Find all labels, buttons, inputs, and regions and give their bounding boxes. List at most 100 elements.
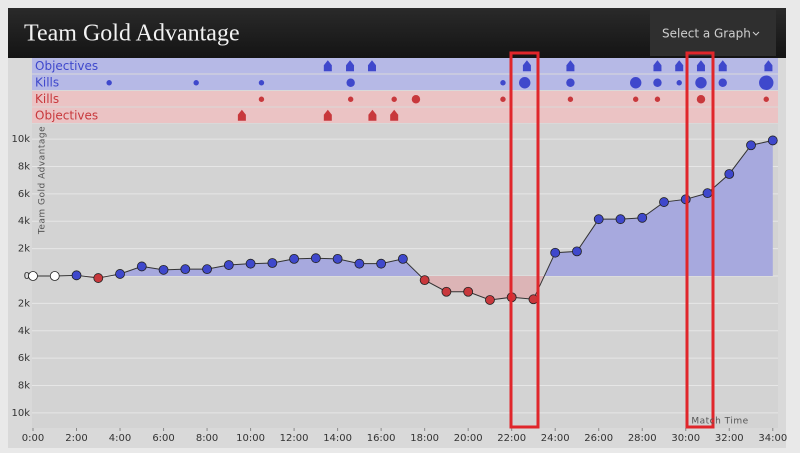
dropdown-chevron <box>752 31 760 36</box>
objective-icon <box>237 109 246 121</box>
data-point <box>463 286 474 297</box>
data-point <box>267 258 278 268</box>
objective-icon <box>323 109 332 121</box>
data-point <box>245 258 256 269</box>
objective-icon <box>390 109 399 121</box>
objective-icon <box>368 109 377 121</box>
objective-icon <box>346 60 355 72</box>
kill-marker <box>391 96 397 102</box>
data-point <box>376 258 387 269</box>
y-axis-label: Team Gold Advantage <box>38 126 48 235</box>
kill-marker <box>346 78 355 87</box>
event-row <box>32 74 778 90</box>
kill-marker <box>695 77 707 89</box>
y-tick-label: 10k <box>11 408 30 419</box>
kill-marker <box>566 78 575 87</box>
y-tick-label: 2k <box>18 298 30 309</box>
kill-marker <box>630 77 642 89</box>
kill-marker <box>653 78 662 87</box>
objective-icon <box>522 60 531 72</box>
x-tick-label: 30:00 <box>671 433 700 444</box>
y-tick-label: 2k <box>18 244 30 255</box>
x-tick-label: 14:00 <box>323 433 352 444</box>
kill-marker <box>759 75 774 90</box>
data-point <box>115 269 125 279</box>
kill-marker <box>654 96 661 102</box>
x-tick-label: 20:00 <box>454 433 483 444</box>
y-tick-label: 6k <box>18 353 30 364</box>
kill-marker <box>347 96 354 102</box>
x-tick-label: 6:00 <box>152 433 174 444</box>
x-tick-label: 0:00 <box>22 433 44 444</box>
dropdown-label[interactable]: Select a Graph <box>662 27 751 41</box>
data-point <box>615 214 626 225</box>
data-point <box>746 140 756 151</box>
y-tick-label: 8k <box>18 161 30 172</box>
kill-marker <box>106 80 112 86</box>
data-point <box>180 264 191 275</box>
event-row-label: Kills <box>35 75 59 89</box>
data-point <box>485 295 495 305</box>
event-row <box>32 107 778 123</box>
event-row <box>32 91 778 107</box>
data-point <box>223 260 234 270</box>
y-tick-label: 4k <box>18 326 30 337</box>
data-point <box>202 264 212 275</box>
x-axis-label: Match Time <box>691 417 748 427</box>
event-row-label: Kills <box>35 92 59 106</box>
event-row-label: Objectives <box>35 59 98 73</box>
data-point <box>158 264 169 275</box>
data-point <box>397 253 408 264</box>
data-point <box>289 253 299 264</box>
x-tick-label: 10:00 <box>236 433 265 444</box>
x-tick-label: 16:00 <box>367 433 396 444</box>
kill-marker <box>633 96 639 102</box>
area-positive <box>33 140 773 276</box>
kill-marker <box>500 96 506 102</box>
x-tick-label: 26:00 <box>584 433 613 444</box>
x-tick-label: 22:00 <box>497 433 526 444</box>
data-point <box>49 271 60 281</box>
x-tick-label: 18:00 <box>410 433 439 444</box>
kill-marker <box>676 80 682 86</box>
data-point <box>659 197 669 207</box>
kill-marker <box>696 95 706 104</box>
data-point <box>28 271 38 281</box>
data-point <box>71 270 82 281</box>
data-point <box>136 261 147 272</box>
x-tick-label: 28:00 <box>628 433 657 444</box>
x-tick-label: 8:00 <box>196 433 218 444</box>
objective-icon <box>675 60 684 72</box>
objective-icon <box>696 60 705 72</box>
x-tick-label: 12:00 <box>280 433 309 444</box>
objective-icon <box>653 60 662 72</box>
data-point <box>767 135 778 146</box>
kill-marker <box>763 96 769 102</box>
kill-marker <box>258 80 265 86</box>
data-point <box>93 273 104 283</box>
y-tick-label: 4k <box>18 216 30 227</box>
kill-marker <box>519 77 531 89</box>
data-point <box>637 212 648 223</box>
event-row <box>32 58 778 74</box>
kill-marker <box>411 95 421 104</box>
kill-marker <box>500 80 506 86</box>
objective-icon <box>764 60 773 72</box>
data-point <box>593 214 604 225</box>
y-tick-label: 0 <box>24 271 30 282</box>
objective-icon <box>323 60 332 72</box>
event-row-label: Objectives <box>35 108 98 122</box>
data-point <box>550 247 561 258</box>
dropdown[interactable] <box>650 10 776 56</box>
objective-icon <box>566 60 575 72</box>
data-point <box>702 188 713 199</box>
x-tick-label: 24:00 <box>541 433 570 444</box>
chart-title: Team Gold Advantage <box>24 21 240 47</box>
x-tick-label: 2:00 <box>65 433 87 444</box>
x-tick-label: 32:00 <box>715 433 744 444</box>
data-point <box>572 246 582 257</box>
kill-marker <box>193 80 199 86</box>
y-tick-label: 8k <box>18 381 30 392</box>
